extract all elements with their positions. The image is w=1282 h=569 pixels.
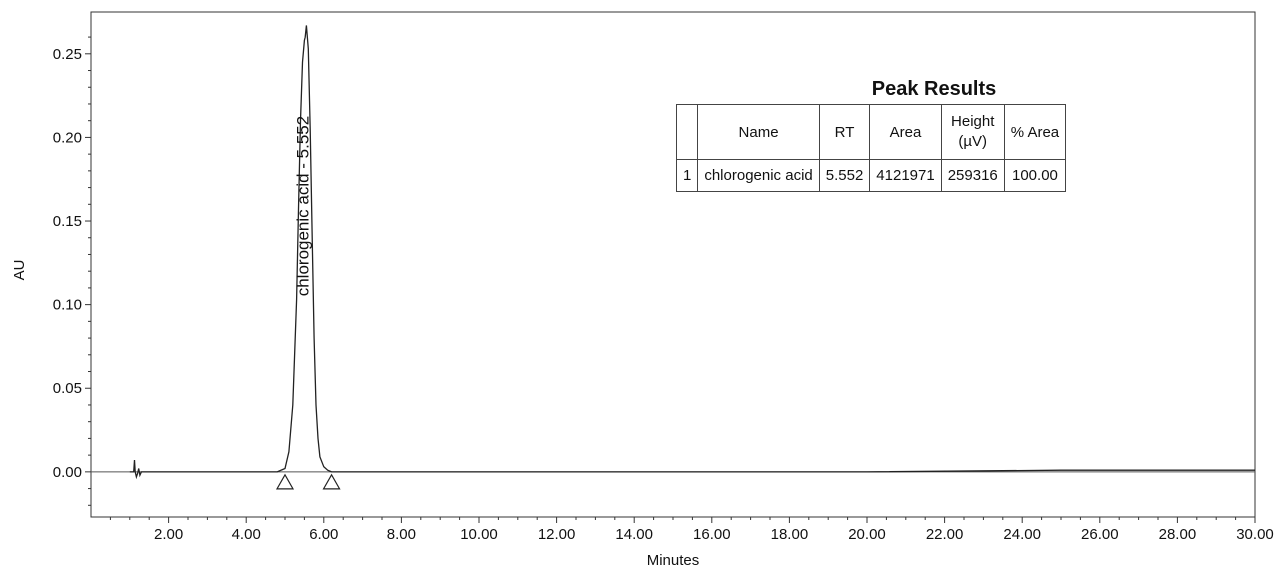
integration-marker (322, 473, 341, 490)
x-tick-label: 24.00 (1003, 526, 1041, 543)
x-tick-label: 6.00 (309, 526, 338, 543)
y-tick-label: 0.00 (53, 464, 82, 481)
y-axis-ticks: 0.00 0.05 0.10 0.15 0.20 0.25 (53, 36, 91, 506)
cell-pct-area: 100.00 (1003, 159, 1067, 192)
cell-name: chlorogenic acid (697, 159, 820, 192)
x-tick-label: 8.00 (387, 526, 416, 543)
cell-height: 259316 (940, 159, 1005, 192)
x-tick-label: 30.00 (1236, 526, 1274, 543)
integration-markers (275, 473, 341, 490)
integration-marker (275, 473, 295, 490)
cell-rt: 5.552 (818, 159, 871, 192)
x-tick-label: 10.00 (460, 526, 498, 543)
y-tick-label: 0.25 (53, 46, 82, 63)
x-tick-label: 12.00 (538, 526, 576, 543)
cell-index: 1 (675, 159, 699, 192)
col-rt-header: RT (818, 104, 871, 160)
chromatogram-trace (129, 25, 1255, 480)
peak-results-table: Name RT Area Height (µV) % Area 1 chloro… (675, 104, 1067, 192)
x-tick-label: 16.00 (693, 526, 731, 543)
y-tick-label: 0.10 (53, 297, 82, 314)
table-header-row: Name RT Area Height (µV) % Area (675, 104, 1067, 160)
x-tick-label: 18.00 (771, 526, 809, 543)
col-name-header: Name (697, 104, 820, 160)
y-tick-label: 0.05 (53, 380, 82, 397)
x-tick-label: 4.00 (232, 526, 261, 543)
col-index-header (675, 104, 699, 160)
col-area-header: Area (869, 104, 942, 160)
y-tick-label: 0.20 (53, 129, 82, 146)
x-tick-label: 28.00 (1159, 526, 1197, 543)
x-axis-ticks: 2.00 4.00 6.00 8.00 10.00 12.00 14.00 16.00 18.0… (109, 517, 1274, 543)
table-row: 1 chlorogenic acid 5.552 4121971 259316 … (675, 159, 1067, 192)
y-axis-title: AU (11, 260, 28, 281)
x-tick-label: 26.00 (1081, 526, 1119, 543)
peak-label: chlorogenic acid - 5.552 (293, 116, 312, 297)
x-tick-label: 14.00 (615, 526, 653, 543)
cell-area: 4121971 (869, 159, 942, 192)
x-tick-label: 2.00 (154, 526, 183, 543)
peak-results-title: Peak Results (871, 78, 997, 100)
x-tick-label: 20.00 (848, 526, 886, 543)
x-tick-label: 22.00 (926, 526, 964, 543)
col-pct-area-header: % Area (1003, 104, 1067, 160)
col-height-header: Height (µV) (940, 104, 1005, 160)
x-axis-title: Minutes (647, 552, 700, 569)
y-tick-label: 0.15 (53, 213, 82, 230)
